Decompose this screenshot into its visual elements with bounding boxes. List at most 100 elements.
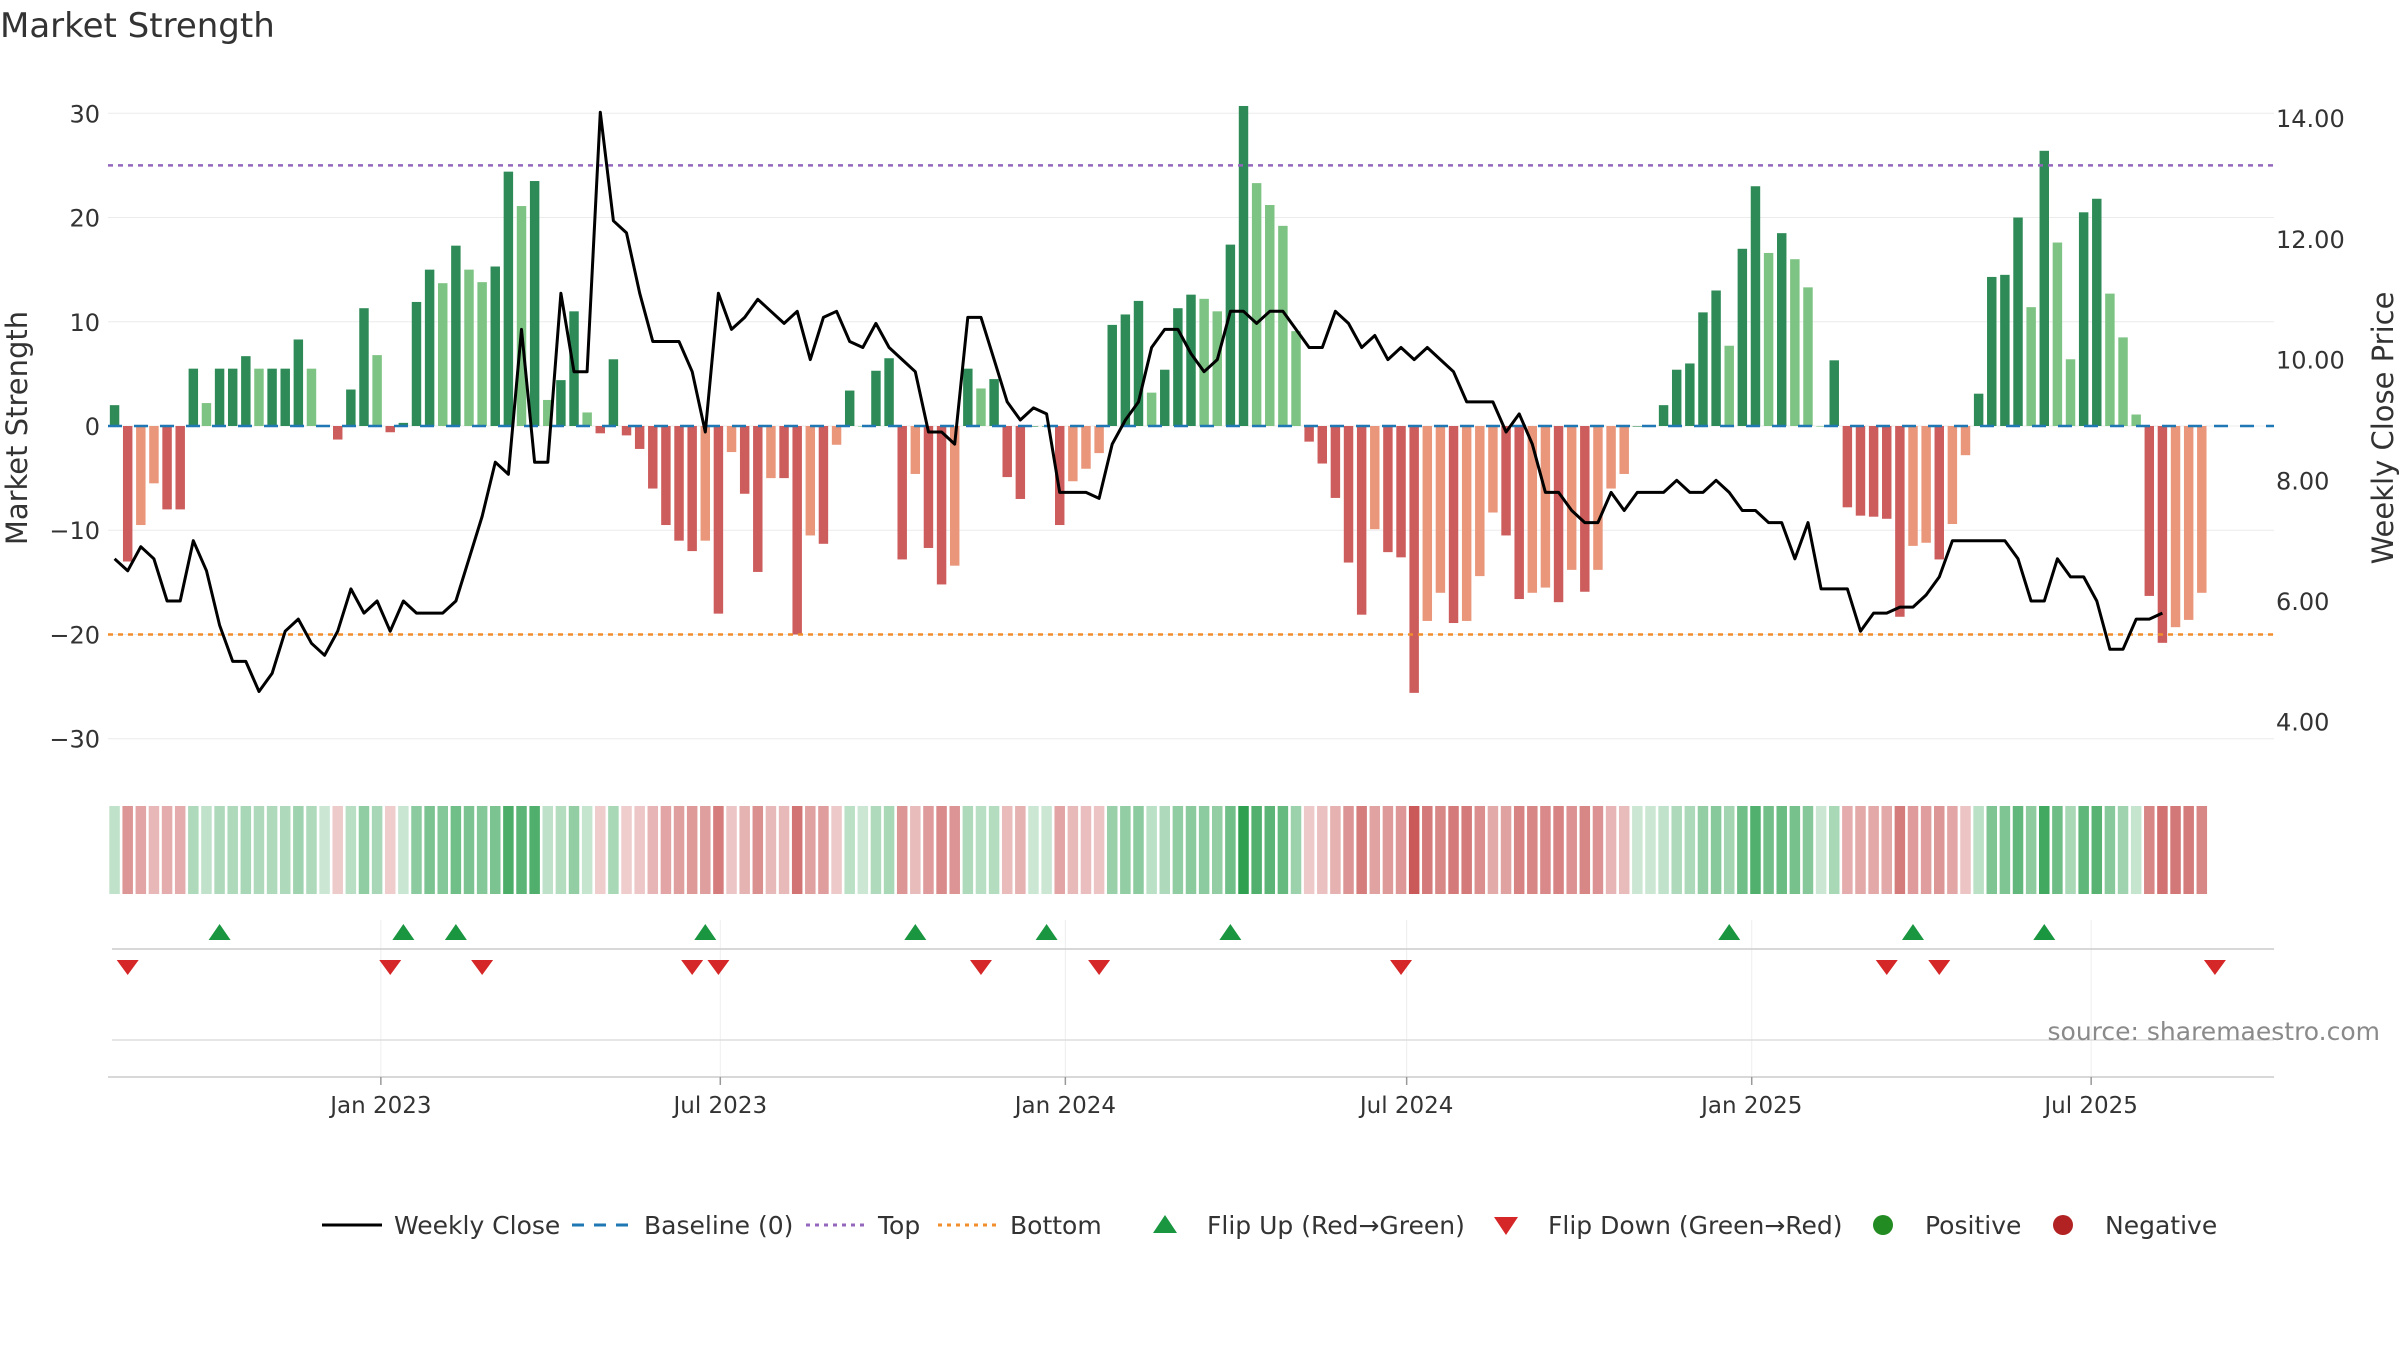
strength-bar [1199, 298, 1209, 426]
x-tick-label: Jul 2023 [671, 1093, 767, 1119]
strength-bar [280, 368, 290, 426]
legend-swatch [1873, 1215, 1893, 1235]
legend-item: Bottom [938, 1211, 1102, 1240]
band-cell [1001, 806, 1013, 894]
y-tick-label: 0 [85, 413, 100, 441]
weekly-close-line [113, 110, 2164, 693]
band-cell [2157, 806, 2168, 894]
band-cell [1815, 806, 1827, 894]
strength-bar [1842, 426, 1853, 508]
band-cell [1146, 806, 1157, 894]
strength-bar [188, 368, 199, 426]
band-cell [371, 806, 383, 894]
band-cell [1067, 806, 1079, 894]
band-cell [2025, 806, 2037, 894]
band-cell [2052, 806, 2063, 894]
y-tick-label: 30 [69, 100, 100, 128]
strength-bar [1934, 426, 1944, 560]
band-cell [1710, 806, 1722, 894]
band-cell [2130, 806, 2142, 894]
band-cell [686, 806, 698, 894]
x-tick-label: Jul 2024 [1358, 1093, 1454, 1119]
band-cell [1632, 806, 1643, 894]
band-cell [1120, 806, 1131, 894]
strength-bar [306, 368, 317, 426]
flip-down-marker [471, 960, 494, 975]
legend-label: Bottom [1010, 1211, 1102, 1240]
strength-bar [1763, 252, 1774, 426]
band-cell [2117, 806, 2129, 894]
strength-bar [1002, 426, 1012, 478]
band-cell [1172, 806, 1184, 894]
strength-bar [1225, 244, 1236, 426]
band-cell [2065, 806, 2076, 894]
band-cell [647, 806, 659, 894]
strength-bar [648, 426, 658, 489]
band-cell [595, 806, 606, 894]
strength-bar [766, 426, 776, 479]
flip-down-marker [1390, 960, 1413, 975]
legend-label: Baseline (0) [644, 1211, 793, 1240]
strength-bar [175, 426, 185, 510]
strength-bar [1619, 426, 1629, 474]
strength-bar [1265, 205, 1275, 426]
band-cell [857, 806, 869, 894]
band-cell [214, 806, 225, 894]
band-cell [962, 806, 974, 894]
strength-bar [267, 368, 277, 426]
band-cell [1513, 806, 1525, 894]
flip-up-marker [1718, 924, 1741, 940]
band-cell [1106, 806, 1118, 894]
strength-bar [1606, 426, 1616, 489]
band-cell [306, 806, 317, 894]
strength-bar [582, 412, 592, 426]
strength-bar [1422, 426, 1433, 621]
strength-bar [2144, 426, 2155, 596]
band-cell [1776, 806, 1787, 894]
band-cell [870, 806, 882, 894]
band-cell [923, 806, 934, 894]
band-cell [844, 806, 855, 894]
band-cell [332, 806, 343, 894]
band-cell [1264, 806, 1276, 894]
band-cell [450, 806, 462, 894]
legend-item: Baseline (0) [572, 1211, 793, 1240]
strength-bar [162, 426, 172, 510]
strength-bar [2052, 242, 2063, 426]
strength-bar [1698, 312, 1708, 426]
strength-bar [1737, 248, 1748, 426]
strength-bar [1409, 426, 1419, 693]
legend-item: Flip Down (Green→Red) [1494, 1211, 1843, 1240]
band-cell [1605, 806, 1617, 894]
band-cell [581, 806, 593, 894]
legend-item: Positive [1873, 1211, 2021, 1240]
band-cell [1986, 806, 1998, 894]
strength-bar [674, 426, 684, 541]
grid-layer [108, 112, 2274, 1078]
band-cell [1238, 806, 1249, 894]
strength-bar [1015, 426, 1026, 499]
y-tick-label: 10 [69, 309, 100, 337]
band-cell [1553, 806, 1564, 894]
legend-item: Negative [2053, 1211, 2217, 1240]
band-cell [1395, 806, 1407, 894]
strength-bar [122, 426, 133, 562]
strength-bar [779, 426, 789, 479]
band-cell [174, 806, 186, 894]
band-cell [1159, 806, 1170, 894]
strength-bar [1461, 426, 1472, 621]
band-cell [778, 806, 790, 894]
strength-bar [1081, 426, 1091, 469]
strength-bar [753, 426, 763, 572]
band-cell [1461, 806, 1472, 894]
band-cell [293, 806, 304, 894]
strength-bar [1553, 426, 1564, 603]
y-tick-label: −10 [49, 517, 100, 545]
strength-bar [1028, 426, 1039, 427]
chart-title: Market Strength [0, 6, 275, 46]
y2-tick-label: 12.00 [2276, 226, 2345, 254]
legend-item: Weekly Close [322, 1211, 560, 1240]
strength-bar [1304, 426, 1314, 442]
strength-bar [1330, 426, 1341, 498]
